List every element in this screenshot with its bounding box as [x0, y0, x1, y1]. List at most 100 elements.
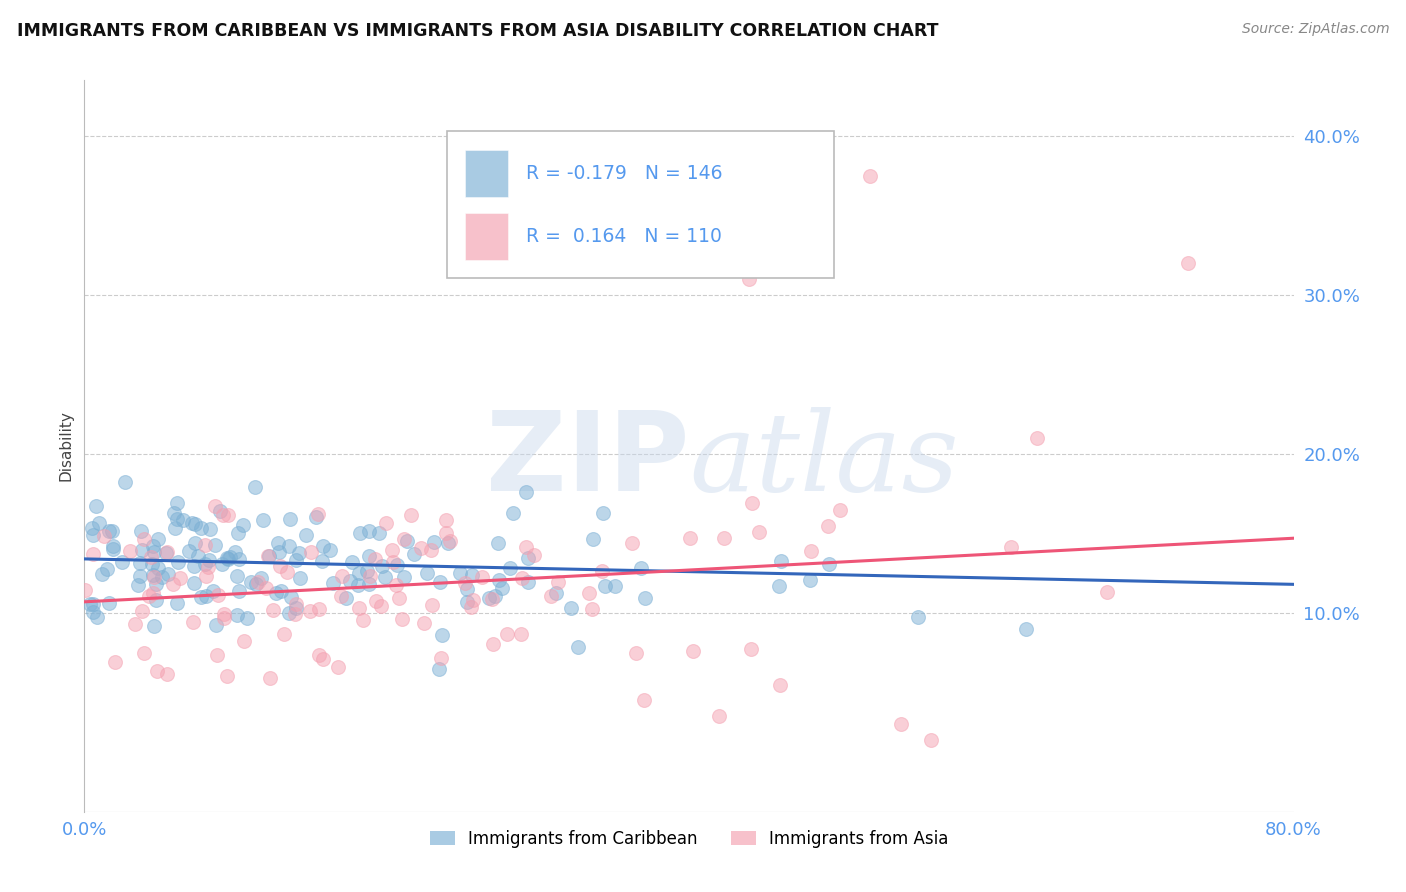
Point	[269, 558, 291, 573]
Point	[416, 566, 439, 581]
Point	[740, 642, 762, 657]
Point	[634, 591, 657, 605]
Point	[319, 542, 342, 557]
Point	[359, 569, 381, 583]
Point	[460, 567, 482, 582]
Point	[486, 536, 509, 550]
Point	[288, 546, 311, 560]
Point	[166, 596, 188, 610]
Point	[434, 513, 457, 527]
Point	[187, 549, 209, 563]
Point	[250, 571, 273, 585]
Point	[141, 557, 163, 571]
Point	[217, 508, 239, 522]
Point	[374, 570, 396, 584]
Point	[547, 575, 569, 590]
Point	[181, 615, 204, 629]
Point	[347, 601, 370, 615]
Point	[427, 662, 450, 676]
Point	[298, 604, 321, 618]
Point	[394, 570, 416, 584]
Point	[396, 533, 419, 548]
Point	[630, 561, 652, 575]
Point	[156, 545, 179, 559]
Point	[329, 589, 352, 603]
Point	[357, 524, 380, 538]
Point	[101, 524, 124, 539]
Text: Source: ZipAtlas.com: Source: ZipAtlas.com	[1241, 22, 1389, 37]
Point	[488, 573, 510, 587]
Point	[799, 573, 821, 587]
Point	[156, 666, 179, 681]
Point	[593, 579, 616, 593]
Point	[82, 605, 104, 619]
Point	[142, 539, 165, 553]
Point	[422, 534, 444, 549]
Point	[233, 634, 256, 648]
Point	[219, 549, 242, 564]
Point	[215, 551, 238, 566]
Point	[82, 597, 104, 611]
Point	[463, 593, 485, 607]
Point	[456, 594, 478, 608]
Point	[194, 569, 217, 583]
Point	[128, 556, 150, 570]
Point	[305, 509, 328, 524]
Bar	[465, 212, 508, 260]
Point	[709, 709, 731, 723]
Point	[491, 581, 513, 595]
Point	[183, 576, 205, 591]
Text: R =  0.164   N = 110: R = 0.164 N = 110	[526, 227, 721, 246]
Point	[560, 600, 582, 615]
Point	[207, 648, 229, 662]
Point	[890, 717, 912, 731]
Point	[277, 539, 299, 553]
Point	[374, 516, 396, 530]
Point	[256, 549, 278, 563]
Text: IMMIGRANTS FROM CARIBBEAN VS IMMIGRANTS FROM ASIA DISABILITY CORRELATION CHART: IMMIGRANTS FROM CARIBBEAN VS IMMIGRANTS …	[17, 22, 938, 40]
Legend: Immigrants from Caribbean, Immigrants from Asia: Immigrants from Caribbean, Immigrants fr…	[423, 823, 955, 855]
Point	[419, 543, 441, 558]
Point	[194, 538, 217, 552]
Point	[311, 540, 333, 554]
Point	[150, 570, 173, 584]
Point	[204, 499, 226, 513]
Point	[295, 527, 318, 541]
Point	[167, 555, 190, 569]
Bar	[465, 150, 508, 197]
Point	[741, 496, 763, 510]
Point	[349, 526, 371, 541]
Point	[581, 602, 603, 616]
Point	[385, 578, 408, 592]
Point	[104, 655, 127, 669]
Point	[567, 640, 589, 654]
Point	[276, 566, 298, 580]
Point	[98, 524, 121, 538]
Point	[357, 576, 380, 591]
Y-axis label: Disability: Disability	[58, 410, 73, 482]
Point	[73, 582, 96, 597]
Point	[624, 647, 647, 661]
Point	[399, 508, 422, 522]
Point	[247, 574, 270, 589]
Point	[82, 547, 104, 561]
Point	[370, 559, 392, 574]
Point	[357, 549, 380, 564]
Point	[859, 169, 882, 183]
Point	[96, 562, 118, 576]
Point	[162, 506, 184, 520]
Point	[93, 529, 115, 543]
Point	[437, 535, 460, 549]
Point	[101, 541, 124, 556]
Point	[269, 545, 291, 559]
Point	[84, 499, 107, 513]
Point	[183, 559, 205, 574]
Point	[388, 591, 411, 606]
Point	[364, 552, 387, 566]
Point	[205, 618, 228, 632]
Point	[184, 517, 207, 532]
Point	[682, 644, 704, 658]
Point	[142, 585, 165, 599]
Point	[299, 544, 322, 558]
Point	[243, 480, 266, 494]
